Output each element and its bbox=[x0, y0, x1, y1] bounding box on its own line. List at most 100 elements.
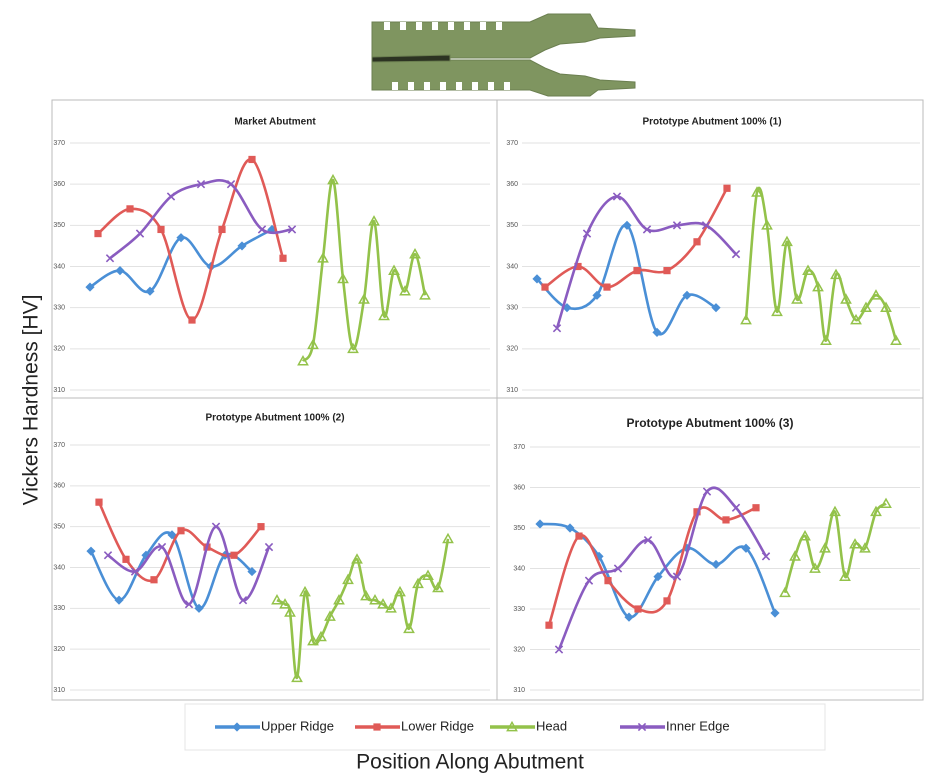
y-tick-label: 350 bbox=[53, 524, 65, 531]
marker bbox=[603, 283, 611, 291]
marker bbox=[880, 301, 892, 313]
marker bbox=[238, 596, 248, 605]
marker bbox=[145, 286, 155, 296]
legend-label: Head bbox=[536, 718, 567, 733]
marker bbox=[554, 645, 564, 654]
marker bbox=[409, 248, 421, 259]
legend-label: Upper Ridge bbox=[261, 718, 334, 733]
marker bbox=[723, 184, 731, 192]
marker bbox=[188, 316, 196, 324]
marker bbox=[574, 262, 582, 271]
y-tick-label: 340 bbox=[513, 565, 525, 572]
marker bbox=[247, 566, 257, 577]
marker bbox=[422, 569, 434, 581]
marker bbox=[166, 192, 176, 201]
marker bbox=[317, 252, 329, 263]
marker bbox=[442, 532, 454, 544]
marker bbox=[741, 543, 751, 553]
marker bbox=[95, 498, 103, 506]
marker bbox=[663, 597, 671, 605]
y-tick-label: 350 bbox=[513, 525, 525, 532]
marker bbox=[157, 542, 167, 552]
marker bbox=[94, 229, 102, 238]
marker bbox=[85, 282, 95, 292]
y-tick-label: 330 bbox=[53, 605, 65, 612]
marker bbox=[545, 621, 553, 629]
marker bbox=[701, 221, 711, 230]
marker bbox=[264, 542, 274, 552]
marker bbox=[211, 522, 221, 531]
marker bbox=[377, 598, 389, 609]
marker bbox=[368, 215, 380, 226]
marker bbox=[781, 235, 793, 247]
marker bbox=[594, 551, 604, 561]
y-tick-label: 360 bbox=[513, 484, 525, 491]
marker bbox=[248, 155, 256, 164]
marker bbox=[333, 594, 345, 605]
marker bbox=[731, 503, 741, 512]
y-tick-label: 370 bbox=[53, 140, 65, 147]
marker bbox=[789, 550, 801, 561]
marker bbox=[115, 266, 125, 276]
marker bbox=[771, 305, 783, 317]
marker bbox=[532, 274, 542, 284]
marker bbox=[552, 324, 562, 333]
marker bbox=[722, 516, 730, 524]
series-line bbox=[744, 186, 898, 342]
y-tick-label: 320 bbox=[513, 646, 525, 653]
marker bbox=[652, 327, 662, 337]
marker bbox=[218, 225, 226, 234]
marker bbox=[802, 264, 814, 275]
y-tick-label: 310 bbox=[53, 687, 65, 694]
marker bbox=[388, 264, 400, 275]
marker bbox=[799, 529, 811, 541]
marker bbox=[271, 594, 283, 605]
y-tick-label: 320 bbox=[53, 646, 65, 653]
marker bbox=[770, 608, 780, 618]
x-axis-label: Position Along Abutment bbox=[356, 751, 584, 774]
marker bbox=[731, 249, 741, 259]
marker bbox=[829, 505, 841, 517]
marker bbox=[672, 572, 682, 581]
marker bbox=[291, 671, 303, 683]
marker bbox=[812, 280, 824, 292]
y-tick-label: 330 bbox=[506, 305, 518, 312]
marker bbox=[575, 532, 583, 540]
marker bbox=[870, 505, 882, 517]
chart-title: Prototype Abutment 100% (3) bbox=[627, 416, 794, 430]
marker bbox=[237, 241, 247, 251]
marker bbox=[809, 562, 821, 573]
marker bbox=[307, 634, 319, 646]
marker bbox=[230, 551, 238, 559]
marker bbox=[761, 552, 771, 561]
panel-frame bbox=[51, 99, 924, 701]
marker bbox=[347, 342, 359, 354]
marker bbox=[297, 355, 309, 366]
marker bbox=[385, 602, 397, 613]
marker bbox=[612, 192, 622, 201]
y-tick-label: 360 bbox=[506, 181, 518, 188]
series-line bbox=[555, 195, 737, 329]
marker bbox=[403, 622, 415, 634]
series-line bbox=[536, 224, 717, 336]
marker bbox=[830, 268, 842, 280]
marker bbox=[870, 289, 882, 300]
marker bbox=[711, 559, 721, 570]
marker bbox=[299, 585, 311, 597]
marker bbox=[279, 598, 291, 609]
marker bbox=[399, 285, 411, 296]
marker bbox=[791, 293, 803, 304]
marker bbox=[859, 542, 871, 553]
marker bbox=[103, 551, 113, 560]
y-axis-label: Vickers Hardness [HV] bbox=[20, 295, 43, 506]
marker bbox=[604, 577, 612, 585]
marker bbox=[820, 334, 832, 345]
marker bbox=[637, 722, 647, 732]
marker bbox=[643, 535, 653, 545]
marker bbox=[682, 290, 692, 300]
marker bbox=[157, 225, 165, 234]
y-tick-label: 350 bbox=[53, 222, 65, 229]
marker bbox=[839, 570, 851, 581]
chart-title: Market Abutment bbox=[234, 117, 316, 128]
